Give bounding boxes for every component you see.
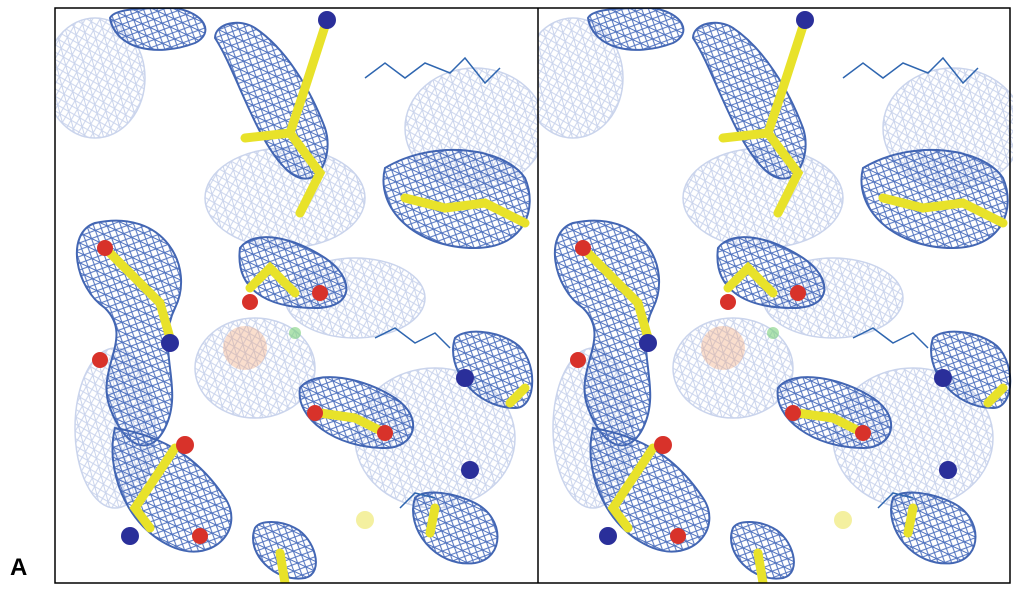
figure: A: [0, 0, 1013, 587]
stereo-panel-left: [45, 8, 545, 583]
stereo-panel-right: [523, 8, 1013, 583]
panel-label: A: [10, 554, 27, 581]
